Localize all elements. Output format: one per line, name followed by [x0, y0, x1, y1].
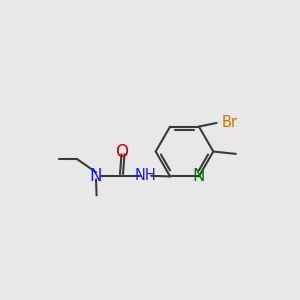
Text: O: O: [115, 143, 128, 161]
Text: N: N: [193, 167, 205, 185]
Text: NH: NH: [135, 168, 156, 183]
Text: N: N: [90, 167, 102, 185]
Text: Br: Br: [221, 116, 237, 130]
